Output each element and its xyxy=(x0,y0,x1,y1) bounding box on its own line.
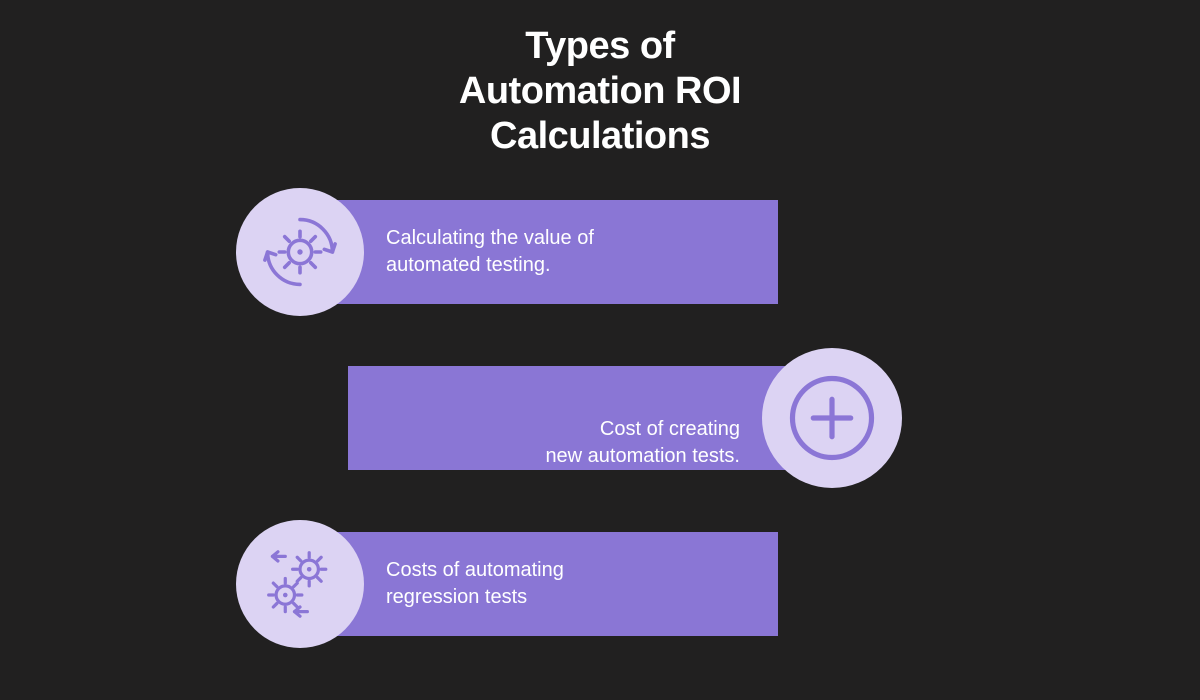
item-text-line-2: automated testing. xyxy=(386,252,778,279)
title-line-3: Calculations xyxy=(459,114,741,159)
roi-item-cost-new: Cost of creating new automation tests. xyxy=(348,348,902,488)
title-line-1: Types of xyxy=(459,24,741,69)
gear-cycle-icon xyxy=(236,188,364,316)
gears-arrows-icon xyxy=(236,520,364,648)
plus-circle-icon xyxy=(762,348,902,488)
item-text-line-2: regression tests xyxy=(386,584,778,611)
item-bar: Cost of creating new automation tests. xyxy=(348,366,820,470)
item-text-line-1: Costs of automating xyxy=(386,557,778,584)
item-text-line-1: Cost of creating xyxy=(348,416,740,443)
item-bar: Calculating the value of automated testi… xyxy=(306,200,778,304)
roi-item-value: Calculating the value of automated testi… xyxy=(236,188,778,316)
title-line-2: Automation ROI xyxy=(459,69,741,114)
roi-item-regression: Costs of automating regression tests xyxy=(236,520,778,648)
item-text-line-1: Calculating the value of xyxy=(386,225,778,252)
item-text-line-2: new automation tests. xyxy=(348,443,740,470)
page-title: Types of Automation ROI Calculations xyxy=(459,24,741,158)
item-bar: Costs of automating regression tests xyxy=(306,532,778,636)
